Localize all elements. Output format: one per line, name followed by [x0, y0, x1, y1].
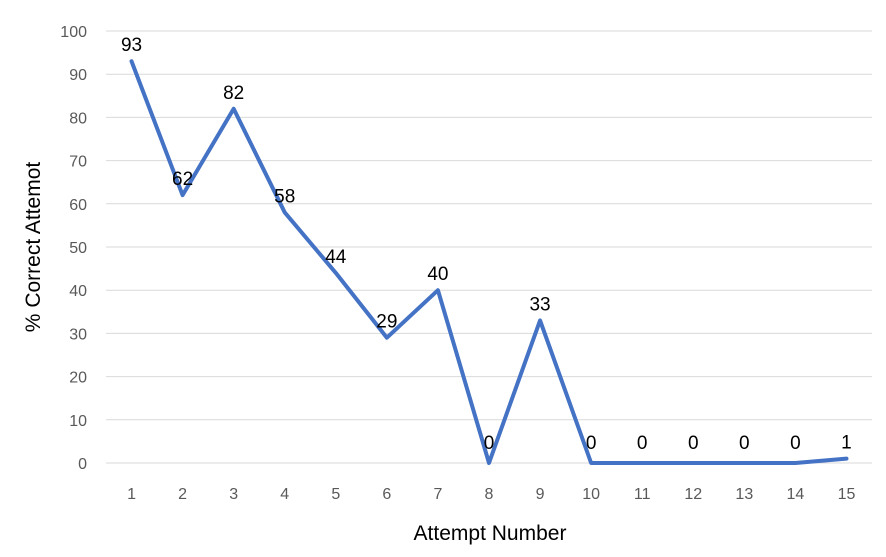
x-tick-label: 13 [735, 486, 753, 503]
data-label: 0 [790, 433, 801, 454]
data-label: 33 [529, 294, 550, 315]
y-tick-label: 10 [69, 413, 87, 430]
x-tick-label: 6 [382, 486, 391, 503]
y-tick-label: 50 [69, 240, 87, 257]
series-layer [129, 59, 849, 465]
x-tick-label: 7 [433, 486, 442, 503]
data-label: 58 [274, 186, 295, 207]
data-labels: 93 62 82 58 44 29 40 0 33 0 0 0 0 0 1 [121, 35, 852, 454]
x-tick-label: 12 [684, 486, 702, 503]
x-axis-title: Attempt Number [414, 522, 567, 545]
data-label: 1 [841, 433, 852, 454]
x-tick-label: 4 [280, 486, 289, 503]
y-tick-label: 30 [69, 326, 87, 343]
x-axis-ticks: 1 2 3 4 5 6 7 8 9 10 11 12 13 14 15 [127, 486, 855, 503]
y-tick-label: 70 [69, 154, 87, 171]
gridlines [106, 30, 872, 464]
x-tick-label: 5 [331, 486, 340, 503]
y-axis-ticks: 0 10 20 30 40 50 60 70 80 90 100 [60, 24, 87, 473]
x-tick-label: 11 [634, 486, 651, 503]
x-tick-label: 8 [485, 486, 494, 503]
y-tick-label: 60 [69, 197, 87, 214]
data-label: 0 [484, 433, 495, 454]
x-tick-label: 9 [536, 486, 545, 503]
data-label: 44 [325, 247, 347, 268]
x-tick-label: 3 [229, 486, 238, 503]
y-tick-label: 0 [78, 456, 87, 473]
data-label: 29 [376, 312, 397, 333]
data-label: 93 [121, 35, 142, 56]
data-label: 0 [739, 433, 750, 454]
data-label: 0 [637, 433, 648, 454]
y-axis-title: % Correct Attemot [22, 162, 45, 333]
data-label: 62 [172, 169, 193, 190]
data-label: 0 [586, 433, 597, 454]
data-label: 82 [223, 83, 244, 104]
y-tick-label: 90 [69, 67, 87, 84]
series-line [129, 59, 849, 465]
data-label: 0 [688, 433, 699, 454]
y-tick-label: 20 [69, 370, 87, 387]
x-tick-label: 15 [838, 486, 856, 503]
x-tick-label: 14 [787, 486, 805, 503]
y-tick-label: 100 [60, 24, 87, 41]
y-tick-label: 80 [69, 110, 87, 127]
data-label: 40 [427, 264, 448, 285]
x-tick-label: 2 [178, 486, 187, 503]
x-tick-label: 10 [582, 486, 600, 503]
x-tick-label: 1 [127, 486, 136, 503]
y-tick-label: 40 [69, 283, 87, 300]
